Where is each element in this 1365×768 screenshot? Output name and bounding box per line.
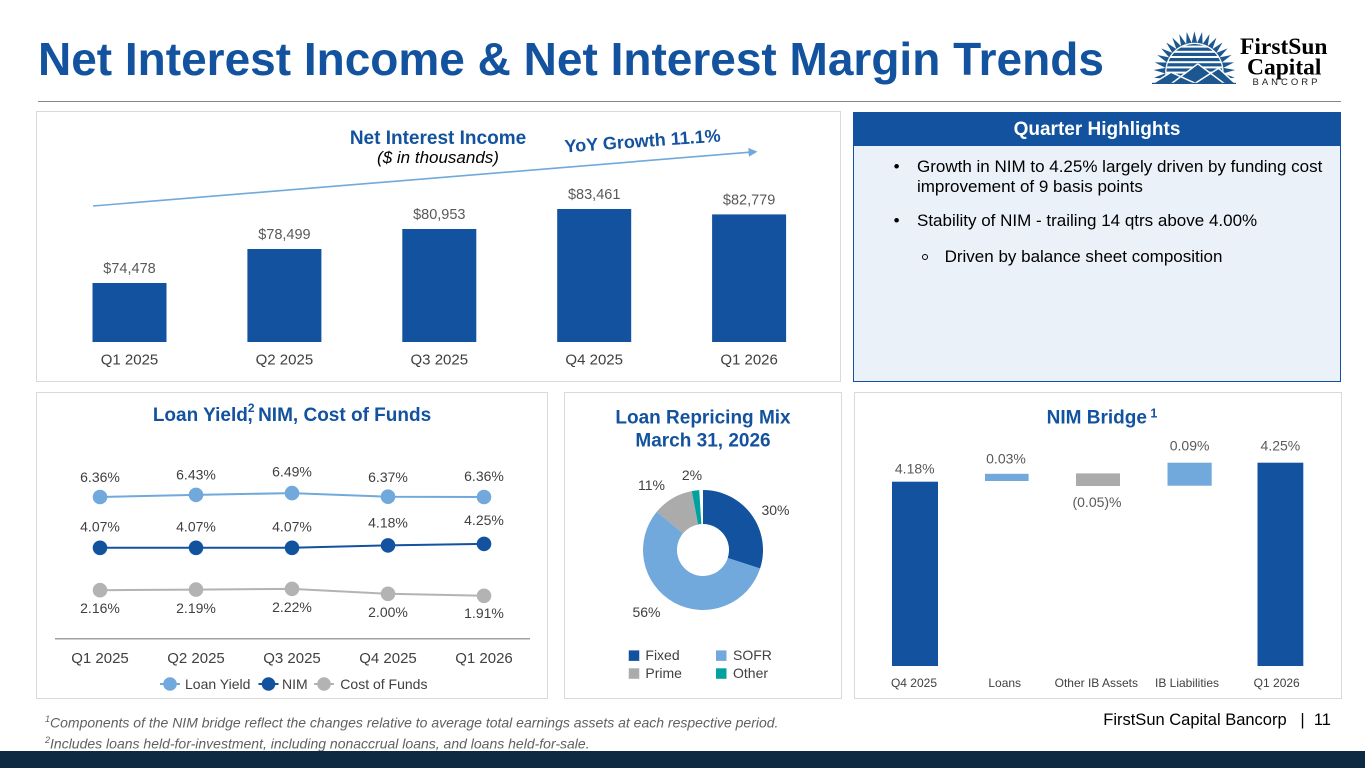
svg-text:6.37%: 6.37% (368, 469, 408, 485)
svg-text:4.07%: 4.07% (80, 519, 120, 535)
svg-text:4.25%: 4.25% (1261, 437, 1301, 453)
svg-text:11%: 11% (638, 477, 665, 493)
svg-text:Q1 2025: Q1 2025 (101, 352, 159, 369)
svg-text:2.19%: 2.19% (176, 600, 216, 616)
svg-text:SOFR: SOFR (733, 647, 772, 663)
svg-text:6.36%: 6.36% (80, 469, 120, 485)
svg-text:2.22%: 2.22% (272, 599, 312, 615)
svg-text:Q4 2025: Q4 2025 (891, 676, 937, 690)
svg-text:Capital: Capital (1247, 55, 1322, 81)
svg-text:Net Interest Income: Net Interest Income (350, 128, 526, 149)
svg-text:Cost of Funds: Cost of Funds (340, 676, 427, 692)
svg-text:2.00%: 2.00% (368, 604, 408, 620)
svg-text:Other: Other (733, 665, 768, 681)
svg-text:NIM: NIM (282, 676, 308, 692)
svg-text:Q1 2026: Q1 2026 (455, 650, 513, 667)
svg-text:Q4 2025: Q4 2025 (565, 352, 623, 369)
svg-text:Fixed: Fixed (645, 647, 679, 663)
svg-text:$80,953: $80,953 (413, 207, 465, 223)
svg-text:Loan Yield2, NIM, Cost of Fund: Loan Yield2, NIM, Cost of Funds (153, 401, 431, 426)
svg-text:(0.05)%: (0.05)% (1072, 494, 1121, 510)
svg-text:Loans: Loans (988, 676, 1021, 690)
svg-text:NIM Bridge 1: NIM Bridge 1 (1047, 406, 1158, 428)
svg-text:Q2 2025: Q2 2025 (256, 352, 314, 369)
svg-text:1.91%: 1.91% (464, 605, 504, 621)
svg-text:4.07%: 4.07% (272, 519, 312, 535)
svg-text:YoY Growth 11.1%: YoY Growth 11.1% (564, 126, 721, 157)
svg-text:Q4 2025: Q4 2025 (359, 650, 417, 667)
svg-text:$82,779: $82,779 (723, 192, 775, 208)
svg-text:Q1 2026: Q1 2026 (1254, 676, 1300, 690)
svg-text:6.36%: 6.36% (464, 468, 504, 484)
svg-text:FirstSun: FirstSun (1240, 34, 1328, 60)
svg-text:30%: 30% (761, 502, 789, 518)
svg-text:Loan Yield: Loan Yield (185, 676, 250, 692)
svg-text:Q2 2025: Q2 2025 (167, 650, 225, 667)
svg-text:Prime: Prime (645, 665, 682, 681)
svg-text:2%: 2% (682, 467, 702, 483)
svg-text:Q1 2026: Q1 2026 (720, 352, 778, 369)
svg-text:IB Liabilities: IB Liabilities (1155, 676, 1219, 690)
svg-text:Q3 2025: Q3 2025 (263, 650, 321, 667)
svg-text:BANCORP: BANCORP (1253, 77, 1321, 88)
svg-text:4.18%: 4.18% (368, 515, 408, 531)
svg-text:Loan Repricing Mix: Loan Repricing Mix (615, 407, 791, 428)
svg-text:4.25%: 4.25% (464, 512, 504, 528)
svg-text:$78,499: $78,499 (258, 227, 310, 243)
svg-text:2.16%: 2.16% (80, 600, 120, 616)
svg-text:0.03%: 0.03% (986, 451, 1026, 467)
svg-text:4.18%: 4.18% (895, 460, 935, 476)
svg-text:Q3 2025: Q3 2025 (411, 352, 469, 369)
svg-text:0.09%: 0.09% (1170, 437, 1210, 453)
svg-text:6.49%: 6.49% (272, 464, 312, 480)
svg-text:$74,478: $74,478 (103, 261, 155, 277)
svg-text:Q1 2025: Q1 2025 (71, 650, 129, 667)
svg-text:($ in thousands): ($ in thousands) (377, 148, 499, 167)
svg-text:6.43%: 6.43% (176, 467, 216, 483)
svg-text:March 31, 2026: March 31, 2026 (635, 430, 770, 451)
svg-text:$83,461: $83,461 (568, 187, 620, 203)
svg-text:4.07%: 4.07% (176, 519, 216, 535)
svg-text:56%: 56% (632, 604, 660, 620)
svg-text:Other IB Assets: Other IB Assets (1055, 676, 1138, 690)
